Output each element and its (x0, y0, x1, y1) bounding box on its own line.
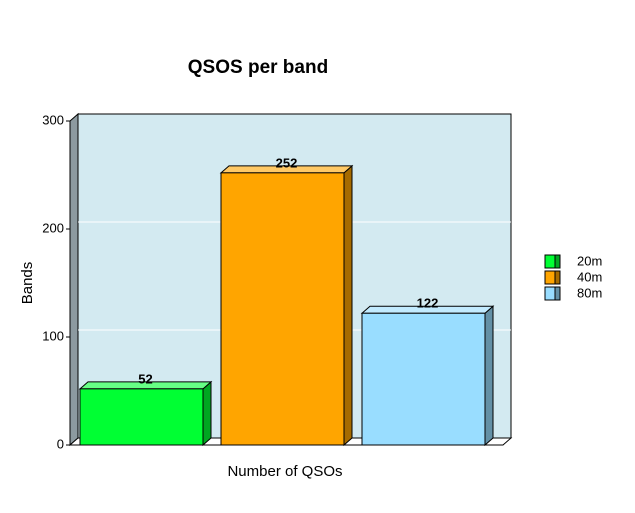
y-tick-label: 200 (42, 220, 64, 235)
data-label: 122 (417, 296, 439, 311)
side-wall (69, 112, 79, 447)
bar (79, 388, 204, 446)
legend-label: 40m (577, 269, 602, 284)
legend-swatch-shade (554, 254, 561, 269)
legend-label: 20m (577, 253, 602, 268)
bar-side (484, 305, 494, 447)
legend-label: 80m (577, 285, 602, 300)
data-label: 252 (276, 155, 298, 170)
bar (220, 172, 345, 446)
chart-title: QSOS per band (188, 57, 328, 78)
legend-swatch-shade (554, 286, 561, 301)
data-label: 52 (138, 371, 152, 386)
bar-side (202, 380, 212, 447)
bar (361, 312, 486, 446)
y-tick-label: 300 (42, 112, 64, 127)
bar-side (343, 164, 353, 447)
y-tick-label: 0 (57, 436, 64, 451)
legend-swatch-shade (554, 270, 561, 285)
y-tick-label: 100 (42, 328, 64, 343)
x-axis-title: Number of QSOs (227, 463, 342, 480)
y-axis-title: Bands (19, 262, 36, 305)
